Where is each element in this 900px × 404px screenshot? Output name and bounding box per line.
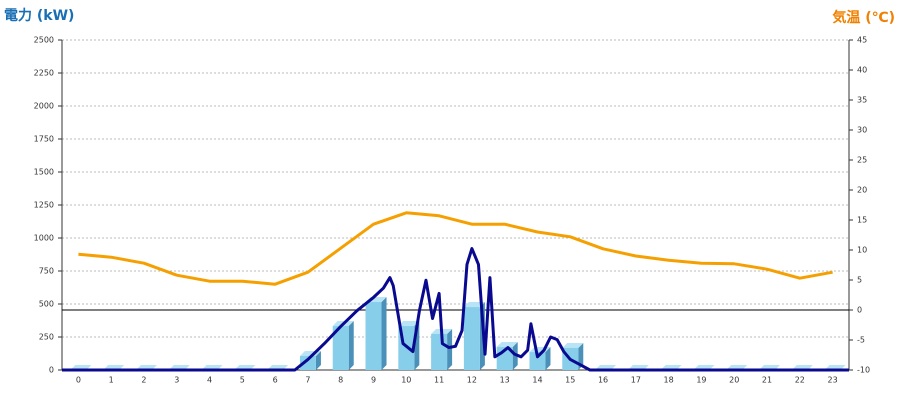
x-tick-label: 6 (273, 376, 278, 385)
bar-top (562, 342, 584, 348)
y-tick-label: 1750 (34, 135, 54, 144)
y2-tick-label: -10 (857, 366, 870, 375)
x-tick-label: 7 (305, 376, 310, 385)
x-tick-label: 9 (371, 376, 376, 385)
x-tick-label: 19 (696, 376, 706, 385)
x-tick-label: 12 (467, 376, 477, 385)
x-tick-label: 15 (565, 376, 575, 385)
y-tick-label: 1000 (34, 234, 54, 243)
bar-side (348, 321, 354, 370)
x-tick-label: 0 (76, 376, 81, 385)
y2-tick-label: 20 (857, 186, 867, 195)
bar (431, 333, 448, 370)
x-tick-label: 23 (828, 376, 838, 385)
y2-tick-label: 25 (857, 156, 867, 165)
y2-tick-label: 35 (857, 96, 867, 105)
bar (365, 302, 382, 370)
bar-side (315, 351, 321, 370)
x-tick-label: 1 (109, 376, 114, 385)
x-tick-label: 16 (598, 376, 608, 385)
y2-tick-label: -5 (857, 336, 865, 345)
y-tick-label: 500 (39, 300, 54, 309)
bar-top (463, 302, 485, 308)
y-tick-label: 2000 (34, 102, 54, 111)
y-axis-title: 電力 (kW) (4, 7, 74, 24)
x-tick-label: 2 (141, 376, 146, 385)
y2-tick-label: 10 (857, 246, 867, 255)
bar (332, 326, 349, 370)
bar-side (545, 347, 551, 370)
x-tick-label: 11 (434, 376, 444, 385)
bar-side (381, 297, 387, 370)
y-tick-label: 2250 (34, 69, 54, 78)
x-tick-label: 8 (338, 376, 343, 385)
bar-top (496, 342, 518, 348)
x-tick-label: 14 (532, 376, 542, 385)
bar (529, 352, 546, 370)
bar-top (398, 321, 420, 327)
bar-side (447, 328, 453, 370)
x-tick-label: 5 (240, 376, 245, 385)
bar (463, 307, 480, 370)
y2-tick-label: 30 (857, 126, 867, 135)
y2-tick-label: 40 (857, 66, 867, 75)
x-tick-label: 13 (500, 376, 510, 385)
line (78, 211, 833, 286)
x-tick-label: 22 (795, 376, 805, 385)
x-tick-label: 17 (631, 376, 641, 385)
y2-tick-label: 15 (857, 216, 867, 225)
line (62, 247, 849, 372)
y-tick-label: 1500 (34, 168, 54, 177)
y2-tick-label: 0 (857, 306, 862, 315)
y-tick-label: 1250 (34, 201, 54, 210)
x-tick-label: 18 (664, 376, 674, 385)
y2-axis-title: 気温 (℃) (832, 9, 895, 26)
y2-tick-label: 5 (857, 276, 862, 285)
y-tick-label: 0 (49, 366, 54, 375)
x-tick-label: 20 (729, 376, 739, 385)
x-tick-label: 4 (207, 376, 212, 385)
bar (299, 356, 316, 370)
y-tick-label: 2500 (34, 36, 54, 45)
x-tick-label: 21 (762, 376, 772, 385)
y-tick-label: 250 (39, 333, 54, 342)
x-tick-label: 10 (401, 376, 411, 385)
y2-tick-label: 45 (857, 36, 867, 45)
x-tick-label: 3 (174, 376, 179, 385)
y-tick-label: 750 (39, 267, 54, 276)
